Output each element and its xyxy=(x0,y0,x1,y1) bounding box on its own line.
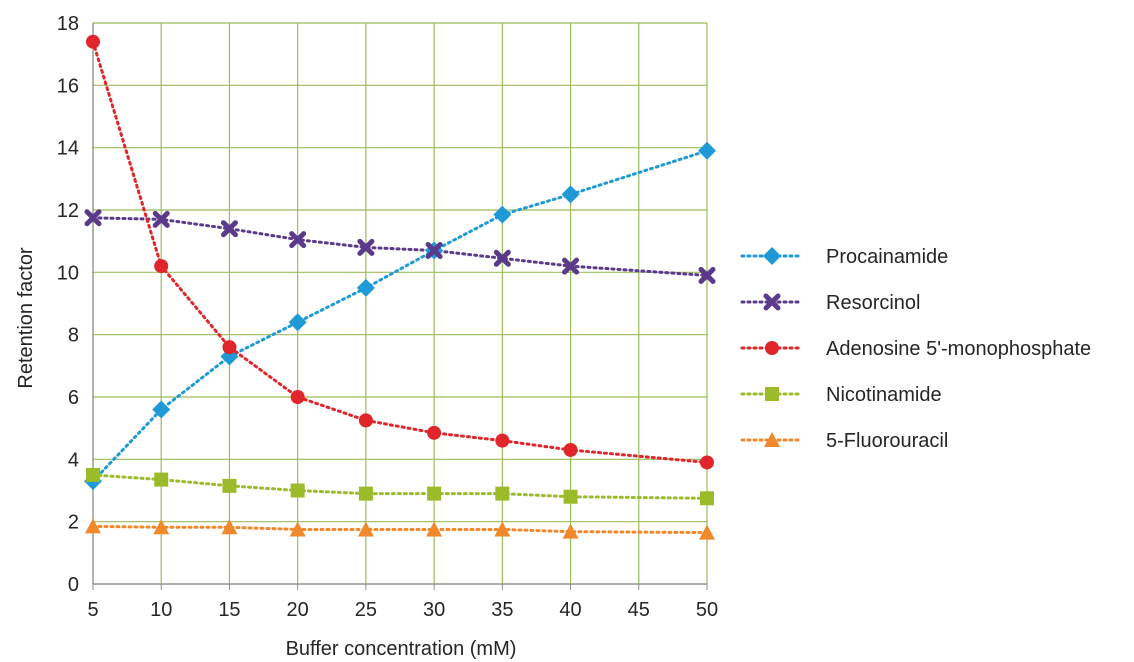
data-point xyxy=(562,257,580,275)
data-point xyxy=(495,433,510,448)
legend-label: 5-Fluorouracil xyxy=(826,430,948,452)
legend: Procainamide Resorcinol Adenosine 5'-monop… xyxy=(740,246,1091,452)
data-point xyxy=(495,486,510,501)
legend-marker xyxy=(765,341,779,355)
axes xyxy=(92,23,708,590)
data-point xyxy=(86,34,100,49)
y-tick-label: 2 xyxy=(68,512,79,534)
x-tick-label: 5 xyxy=(87,599,98,621)
y-tick-label: 12 xyxy=(57,200,79,222)
data-point xyxy=(221,519,238,535)
data-point xyxy=(86,467,100,482)
x-tick-label: 35 xyxy=(491,599,513,621)
data-point xyxy=(154,259,169,274)
data-point xyxy=(698,141,716,160)
data-point xyxy=(222,340,237,355)
data-point xyxy=(222,478,237,493)
legend-marker xyxy=(764,432,780,447)
data-point xyxy=(288,313,307,332)
data-point xyxy=(493,249,511,267)
data-point xyxy=(563,489,578,504)
y-tick-label: 0 xyxy=(68,574,79,596)
series-line xyxy=(91,40,709,464)
y-tick-label: 14 xyxy=(57,138,79,160)
x-tick-label: 40 xyxy=(559,599,581,621)
legend-label: Resorcinol xyxy=(826,292,920,314)
data-point xyxy=(358,486,373,501)
data-point xyxy=(700,455,714,470)
data-point xyxy=(152,400,171,419)
data-point xyxy=(356,278,375,297)
data-point xyxy=(152,210,170,228)
series-line xyxy=(91,473,709,500)
tick-labels: 0 2 4 6 8 10 12 14 16 18 5 10 15 20 25 30 35 40 45 50 xyxy=(57,13,718,621)
data-point xyxy=(290,390,305,404)
data-point xyxy=(358,413,373,428)
data-point xyxy=(493,205,512,224)
y-tick-label: 4 xyxy=(68,449,79,471)
y-tick-label: 18 xyxy=(57,13,79,35)
legend-label: Nicotinamide xyxy=(826,384,942,406)
y-tick-label: 6 xyxy=(68,387,79,409)
data-point xyxy=(357,521,374,537)
x-tick-label: 15 xyxy=(218,599,240,621)
legend-label: Procainamide xyxy=(826,246,948,268)
y-tick-label: 10 xyxy=(57,262,79,284)
x-tick-label: 50 xyxy=(696,599,718,621)
series-line xyxy=(91,216,709,277)
legend-label: Adenosine 5'-monophosphate xyxy=(826,338,1091,360)
x-tick-label: 25 xyxy=(355,599,377,621)
data-point xyxy=(494,521,511,537)
series-line xyxy=(91,149,709,483)
data-point xyxy=(427,486,442,501)
data-markers xyxy=(84,34,716,540)
y-tick-label: 16 xyxy=(57,75,79,97)
data-point xyxy=(699,524,715,540)
data-point xyxy=(563,442,578,457)
data-point xyxy=(700,491,714,506)
legend-marker xyxy=(763,293,781,311)
series-line xyxy=(91,524,709,535)
data-point xyxy=(357,238,375,256)
y-axis-title: Retention factor xyxy=(15,247,37,389)
data-point xyxy=(84,209,102,227)
data-point xyxy=(220,220,238,238)
x-tick-label: 10 xyxy=(150,599,172,621)
data-point xyxy=(427,425,442,440)
data-point xyxy=(426,521,443,537)
data-point xyxy=(154,472,169,487)
x-tick-label: 20 xyxy=(287,599,309,621)
legend-marker xyxy=(765,387,779,401)
data-point xyxy=(561,185,580,204)
x-tick-label: 30 xyxy=(423,599,445,621)
data-point xyxy=(289,521,306,537)
data-point xyxy=(698,266,716,284)
x-tick-label: 45 xyxy=(628,599,650,621)
grid-lines xyxy=(92,22,708,585)
data-point xyxy=(562,523,579,539)
y-tick-label: 8 xyxy=(68,325,79,347)
data-point xyxy=(289,231,307,249)
legend-marker xyxy=(763,247,781,265)
data-point xyxy=(425,242,443,260)
data-point xyxy=(153,519,170,535)
data-point xyxy=(85,518,101,534)
data-point xyxy=(290,483,305,498)
x-axis-title: Buffer concentration (mM) xyxy=(286,638,517,660)
